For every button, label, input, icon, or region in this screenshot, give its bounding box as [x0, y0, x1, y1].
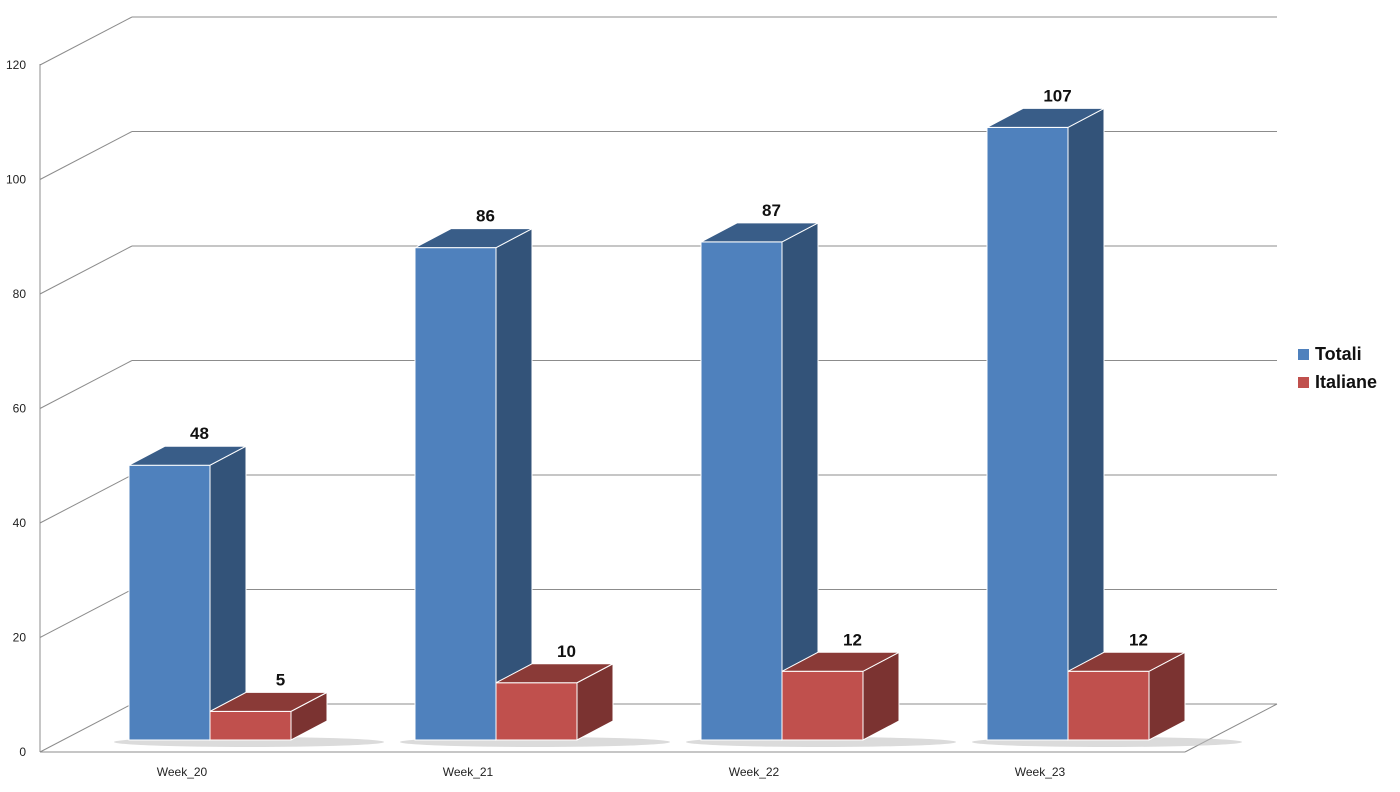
bar-totali-front [128, 464, 211, 741]
y-tick-label: 40 [13, 516, 27, 530]
bar-totali-top [414, 228, 533, 249]
bar-italiane-top [209, 691, 328, 712]
x-tick-label: Week_22 [729, 765, 780, 779]
bar-totali-front [986, 126, 1069, 741]
y-tick-label: 120 [6, 58, 26, 72]
bar-italiane-top [1067, 651, 1186, 672]
data-label: 12 [843, 630, 862, 649]
bar-totali-front [700, 241, 783, 741]
x-tick-label: Week_23 [1015, 765, 1066, 779]
bar-italiane-top [781, 651, 900, 672]
side-gridline [39, 589, 133, 638]
bar-italiane-top [495, 663, 614, 684]
legend-item-totali: Totali [1298, 340, 1377, 368]
x-tick-label: Week_20 [157, 765, 208, 779]
bar-italiane-front [781, 670, 864, 741]
legend-item-italiane: Italiane [1298, 368, 1377, 396]
data-label: 12 [1129, 630, 1148, 649]
y-tick-label: 80 [13, 287, 27, 301]
bar-totali-side [1067, 107, 1105, 741]
side-gridline [39, 245, 133, 295]
bar-italiane-front [495, 682, 578, 741]
side-gridline [39, 16, 133, 66]
legend-label-italiane: Italiane [1315, 371, 1378, 392]
x-tick-label: Week_21 [443, 765, 494, 779]
bar-italiane-front [209, 710, 292, 741]
bar-italiane-front [1067, 670, 1150, 741]
data-label: 10 [557, 642, 576, 661]
bar-totali-top [128, 445, 247, 466]
side-gridline [39, 474, 133, 524]
side-gridline [39, 703, 133, 753]
y-tick-label: 20 [13, 631, 27, 645]
legend-swatch-totali [1298, 348, 1309, 360]
data-label: 48 [190, 424, 209, 443]
side-gridline [39, 131, 133, 180]
y-tick-label: 100 [6, 173, 26, 187]
y-tick-label: 60 [13, 402, 27, 416]
bar-totali-top [986, 107, 1105, 128]
bar-totali-front [414, 247, 497, 741]
y-tick-label: 0 [19, 745, 26, 759]
bar-totali-side [495, 227, 533, 741]
data-label: 87 [762, 201, 781, 220]
data-label: 5 [276, 670, 285, 689]
legend-label-totali: Totali [1315, 343, 1362, 364]
data-label: 107 [1043, 86, 1071, 105]
data-label: 86 [476, 207, 495, 226]
legend-swatch-italiane [1298, 376, 1309, 388]
bar-totali-top [700, 222, 819, 243]
legend: Totali Italiane [1298, 340, 1377, 396]
side-gridline [39, 360, 133, 409]
